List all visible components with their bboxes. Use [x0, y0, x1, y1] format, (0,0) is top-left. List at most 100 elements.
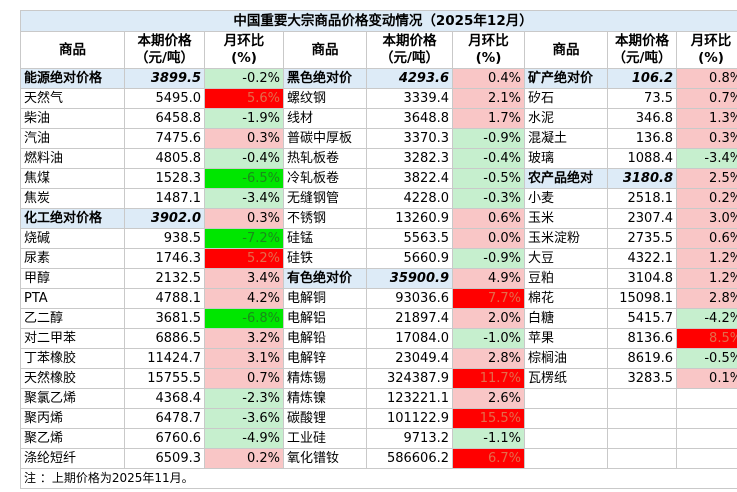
- mom-change: 7.7%: [452, 288, 525, 309]
- table-row: 丁苯橡胶 11424.7 3.1% 电解锌 23049.4 2.8% 棕榈油 8619.6 -0…: [20, 348, 737, 369]
- commodity-name: 黑色绝对价: [283, 68, 367, 89]
- price-value: 8136.6: [607, 328, 677, 349]
- header-price: 本期价格 （元/吨）: [366, 31, 453, 69]
- mom-change: 1.7%: [452, 108, 525, 129]
- mom-change: -0.5%: [452, 168, 525, 189]
- commodity-name: 氧化镨钕: [283, 448, 367, 469]
- commodity-name: 冷轧板卷: [283, 168, 367, 189]
- header-commodity: 商品: [20, 31, 125, 69]
- table-row: 聚乙烯 6760.6 -4.9% 工业硅 9713.2 -1.1%: [20, 428, 737, 449]
- commodity-name: 大豆: [524, 248, 608, 269]
- commodity-name: 焦炭: [20, 188, 125, 209]
- mom-change: -3.6%: [204, 408, 284, 429]
- price-value: 4228.0: [366, 188, 453, 209]
- price-value: 8619.6: [607, 348, 677, 369]
- mom-change: -6.8%: [204, 308, 284, 329]
- price-value: 5660.9: [366, 248, 453, 269]
- commodity-name: 天然橡胶: [20, 368, 125, 389]
- mom-change: -0.3%: [452, 188, 525, 209]
- header-row: 商品 本期价格 （元/吨） 月环比 (%) 商品 本期价格 （元/吨） 月环比 (%) …: [20, 31, 737, 69]
- mom-change: 1.2%: [675, 248, 737, 269]
- commodity-name: 玉米淀粉: [524, 228, 608, 249]
- commodity-name: 白糖: [524, 308, 608, 329]
- header-commodity: 商品: [524, 31, 608, 69]
- commodity-name: 农产品绝对: [524, 168, 608, 189]
- mom-change: -0.4%: [452, 148, 525, 169]
- mom-change: 2.8%: [675, 288, 737, 309]
- price-value: 13260.9: [366, 208, 453, 229]
- price-value: 5415.7: [607, 308, 677, 329]
- empty-cell: [607, 448, 677, 469]
- mom-change: 2.6%: [452, 388, 525, 409]
- mom-change: 0.8%: [675, 68, 737, 89]
- mom-change: -0.2%: [204, 68, 284, 89]
- price-value: 15098.1: [607, 288, 677, 309]
- mom-change: 15.5%: [452, 408, 525, 429]
- commodity-name: 焦煤: [20, 168, 125, 189]
- price-value: 3339.4: [366, 88, 453, 109]
- mom-change: 0.4%: [452, 68, 525, 89]
- price-value: 73.5: [607, 88, 677, 109]
- mom-change: 2.5%: [675, 168, 737, 189]
- mom-change: 2.8%: [452, 348, 525, 369]
- commodity-name: 混凝土: [524, 128, 608, 149]
- footnote: 注 ：上期价格为2025年11月。: [19, 468, 737, 489]
- commodity-name: 矽石: [524, 88, 608, 109]
- empty-cell: [675, 408, 737, 429]
- table-row: 能源绝对价格 3899.5 -0.2% 黑色绝对价 4293.6 0.4% 矿产绝对价 106…: [20, 68, 737, 89]
- price-value: 4805.8: [124, 148, 205, 169]
- commodity-name: PTA: [20, 288, 125, 309]
- mom-change: 0.6%: [675, 228, 737, 249]
- mom-change: 3.4%: [204, 268, 284, 289]
- price-value: 21897.4: [366, 308, 453, 329]
- table-row: 聚丙烯 6478.7 -3.6% 碳酸锂 101122.9 15.5%: [20, 408, 737, 429]
- price-value: 5495.0: [124, 88, 205, 109]
- mom-change: -6.5%: [204, 168, 284, 189]
- table-row: 焦煤 1528.3 -6.5% 冷轧板卷 3822.4 -0.5% 农产品绝对 3180.8 2…: [20, 168, 737, 189]
- price-value: 1487.1: [124, 188, 205, 209]
- price-value: 3822.4: [366, 168, 453, 189]
- price-value: 4788.1: [124, 288, 205, 309]
- commodity-name: 乙二醇: [20, 308, 125, 329]
- mom-change: 0.3%: [204, 208, 284, 229]
- commodity-name: 棕榈油: [524, 348, 608, 369]
- commodity-name: 有色绝对价: [283, 268, 367, 289]
- price-table: 中国重要大宗商品价格变动情况（2025年12月） 商品 本期价格 （元/吨） 月环…: [19, 10, 737, 489]
- price-value: 2735.5: [607, 228, 677, 249]
- price-value: 2307.4: [607, 208, 677, 229]
- header-price: 本期价格 （元/吨）: [607, 31, 677, 69]
- commodity-name: 水泥: [524, 108, 608, 129]
- mom-change: -0.4%: [204, 148, 284, 169]
- commodity-name: 棉花: [524, 288, 608, 309]
- header-mom: 月环比 (%): [204, 31, 284, 69]
- table-row: 涤纶短纤 6509.3 0.2% 氧化镨钕 586606.2 6.7%: [20, 448, 737, 469]
- table-row: 聚氯乙烯 4368.4 -2.3% 精炼镍 123221.1 2.6%: [20, 388, 737, 409]
- price-value: 93036.6: [366, 288, 453, 309]
- mom-change: -0.9%: [452, 128, 525, 149]
- commodity-name: 普碳中厚板: [283, 128, 367, 149]
- mom-change: 4.2%: [204, 288, 284, 309]
- empty-cell: [607, 388, 677, 409]
- commodity-name: 烧碱: [20, 228, 125, 249]
- commodity-name: 电解铅: [283, 328, 367, 349]
- mom-change: 0.2%: [675, 188, 737, 209]
- empty-cell: [675, 388, 737, 409]
- price-value: 2518.1: [607, 188, 677, 209]
- empty-cell: [524, 388, 608, 409]
- table-row: 化工绝对价格 3902.0 0.3% 不锈钢 13260.9 0.6% 玉米 2307.4 3.…: [20, 208, 737, 229]
- header-mom: 月环比 (%): [452, 31, 525, 69]
- commodity-name: 聚氯乙烯: [20, 388, 125, 409]
- commodity-name: 能源绝对价格: [20, 68, 125, 89]
- price-value: 3902.0: [124, 208, 205, 229]
- table-row: 乙二醇 3681.5 -6.8% 电解铝 21897.4 2.0% 白糖 5415.7 -4.2…: [20, 308, 737, 329]
- commodity-name: 对二甲苯: [20, 328, 125, 349]
- price-value: 3104.8: [607, 268, 677, 289]
- commodity-name: 丁苯橡胶: [20, 348, 125, 369]
- price-value: 586606.2: [366, 448, 453, 469]
- commodity-name: 精炼镍: [283, 388, 367, 409]
- commodity-name: 汽油: [20, 128, 125, 149]
- mom-change: 8.5%: [675, 328, 737, 349]
